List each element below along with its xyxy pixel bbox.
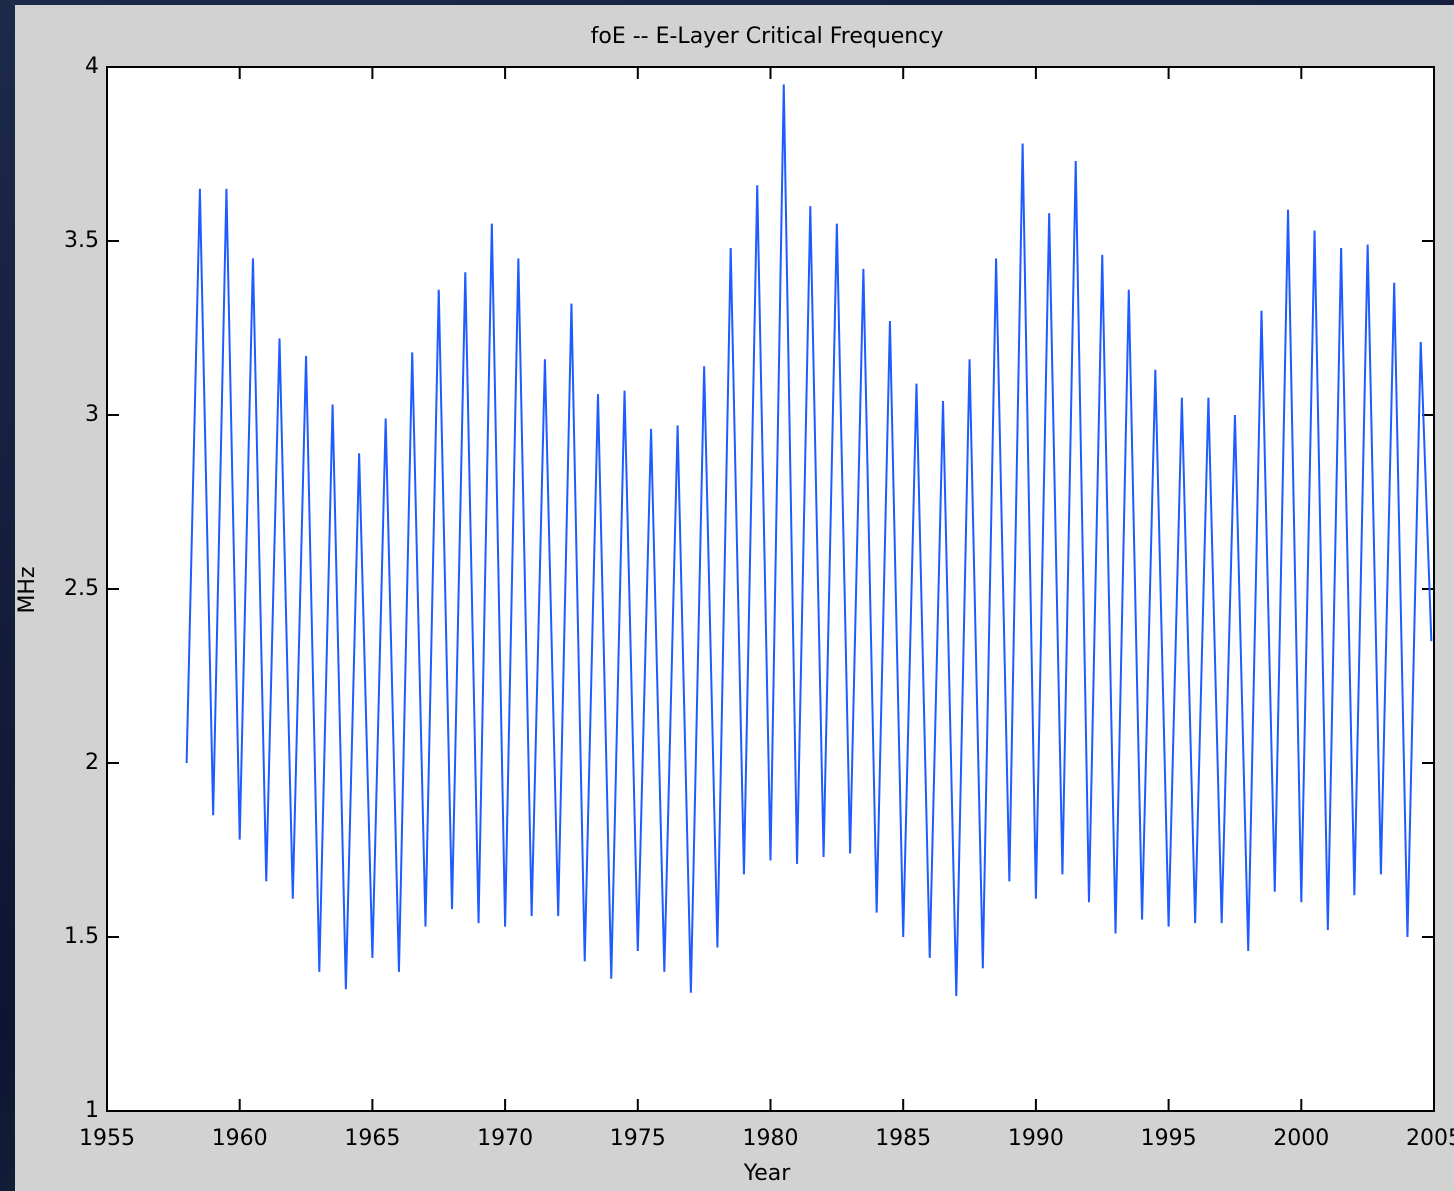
chart-title: foE -- E-Layer Critical Frequency — [591, 24, 944, 49]
y-tick-label: 1 — [85, 1098, 99, 1123]
x-tick-label: 2000 — [1273, 1126, 1329, 1151]
x-tick-label: 1965 — [344, 1126, 400, 1151]
x-tick-label: 1960 — [212, 1126, 268, 1151]
y-tick-label: 2 — [85, 750, 99, 775]
y-tick-label: 3 — [85, 402, 99, 427]
x-tick-label: 1970 — [477, 1126, 533, 1151]
x-tick-label: 1975 — [610, 1126, 666, 1151]
x-tick-label: 1995 — [1141, 1126, 1197, 1151]
x-tick-label: 1980 — [743, 1126, 799, 1151]
x-tick-label: 2005 — [1406, 1126, 1454, 1151]
y-tick-label: 2.5 — [64, 576, 99, 601]
x-tick-label: 1955 — [79, 1126, 135, 1151]
y-tick-label: 4 — [85, 54, 99, 79]
x-tick-label: 1990 — [1008, 1126, 1064, 1151]
data-line — [185, 84, 1433, 997]
y-tick-label: 3.5 — [64, 228, 99, 253]
x-axis-label: Year — [743, 1161, 792, 1186]
y-tick-label: 1.5 — [64, 924, 99, 949]
axes-box — [106, 66, 1435, 1112]
x-tick-label: 1985 — [875, 1126, 931, 1151]
y-axis-label: MHz — [15, 566, 40, 613]
